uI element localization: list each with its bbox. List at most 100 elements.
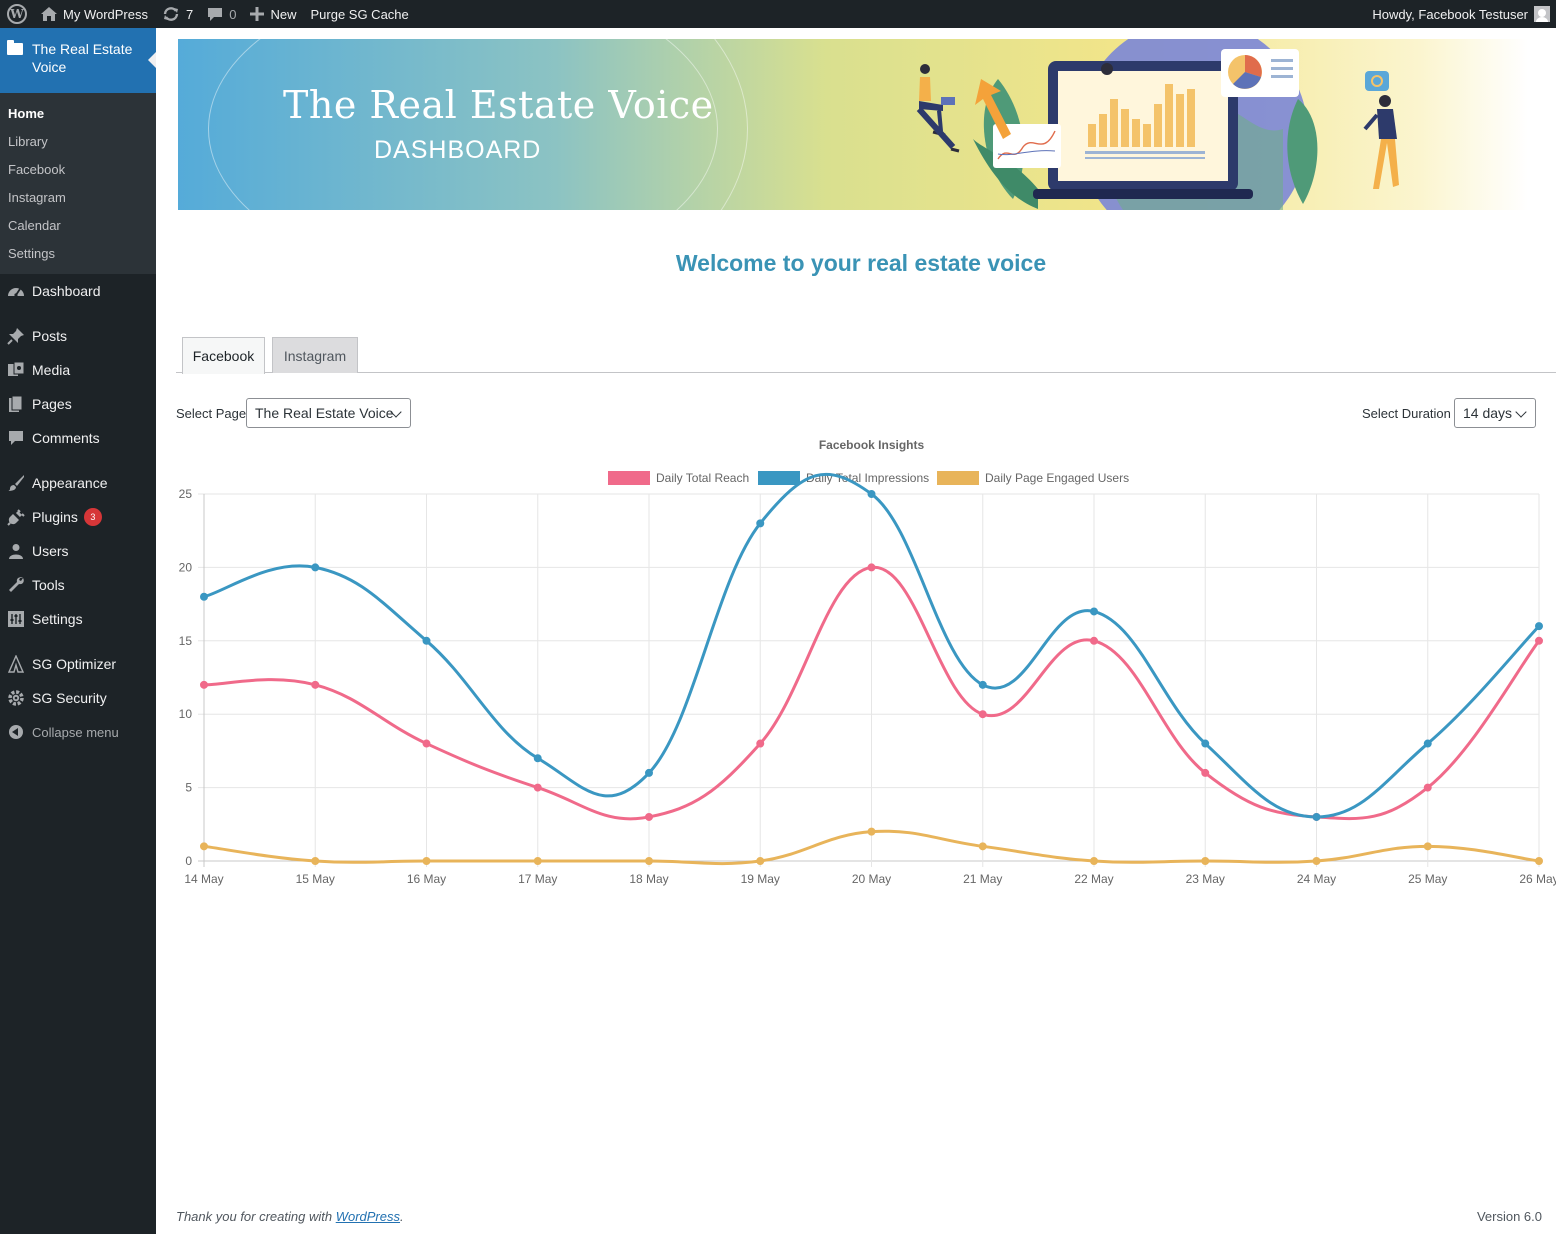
data-point[interactable]: [311, 857, 320, 865]
network-tabs: Facebook Instagram: [176, 337, 1556, 374]
paintbrush-icon: [0, 474, 32, 492]
data-point[interactable]: [756, 857, 765, 865]
banner-illustration: [916, 39, 1399, 210]
updates-link[interactable]: 7: [155, 0, 200, 28]
data-point[interactable]: [1423, 842, 1432, 851]
legend-label[interactable]: Daily Total Reach: [656, 471, 749, 485]
x-tick-label: 24 May: [1297, 872, 1336, 886]
legend-swatch[interactable]: [758, 471, 800, 485]
data-point[interactable]: [1312, 812, 1321, 821]
banner-decor-ring: [178, 39, 748, 210]
chart-legend: Daily Total Reach Daily Total Impressions…: [608, 471, 1129, 485]
data-point[interactable]: [311, 563, 320, 572]
data-point[interactable]: [1201, 857, 1210, 865]
submenu-item-home[interactable]: Home: [8, 106, 45, 121]
data-point[interactable]: [533, 857, 542, 865]
chevron-down-icon: [1515, 406, 1527, 418]
data-point[interactable]: [1423, 739, 1432, 748]
sidebar-item-sg-security[interactable]: SG Security: [0, 681, 156, 715]
data-point[interactable]: [867, 563, 876, 572]
select-page-dropdown[interactable]: The Real Estate Voice: [246, 398, 411, 428]
data-point[interactable]: [978, 680, 987, 689]
y-tick-label: 5: [185, 781, 192, 795]
x-tick-label: 17 May: [518, 872, 557, 886]
data-point[interactable]: [1535, 636, 1543, 645]
sidebar-item-comments[interactable]: Comments: [0, 421, 156, 455]
sidebar-item-tools[interactable]: Tools: [0, 568, 156, 602]
submenu-item-settings[interactable]: Settings: [8, 246, 55, 261]
data-point[interactable]: [1090, 636, 1098, 645]
submenu-item-facebook[interactable]: Facebook: [8, 162, 66, 177]
new-content-link[interactable]: New: [243, 0, 303, 28]
wp-logo-menu[interactable]: W: [0, 0, 34, 28]
sidebar-item-label: Users: [32, 543, 69, 559]
sidebar-item-real-estate-voice[interactable]: The Real Estate Voice: [0, 28, 156, 93]
my-account-link[interactable]: Howdy, Facebook Testuser: [1365, 0, 1556, 28]
data-point[interactable]: [645, 857, 653, 865]
data-point[interactable]: [978, 842, 987, 851]
sidebar-item-label: Comments: [32, 430, 100, 446]
y-tick-label: 0: [185, 854, 192, 868]
data-point[interactable]: [533, 754, 542, 763]
updates-count: 7: [186, 6, 194, 22]
comments-count: 0: [229, 6, 237, 22]
site-name-link[interactable]: My WordPress: [34, 0, 155, 28]
data-point[interactable]: [422, 739, 431, 748]
data-point[interactable]: [311, 680, 320, 689]
sidebar-item-users[interactable]: Users: [0, 534, 156, 568]
chart-x-axis: 14 May 15 May 16 May 17 May 18 May 19 May 20 M…: [184, 872, 1556, 886]
data-point[interactable]: [1090, 857, 1098, 865]
data-point[interactable]: [867, 827, 876, 836]
data-point[interactable]: [422, 857, 431, 865]
data-point[interactable]: [756, 739, 765, 748]
collapse-menu-button[interactable]: Collapse menu: [0, 715, 156, 749]
sidebar-item-label: SG Optimizer: [32, 656, 117, 672]
banner-title: The Real Estate Voice: [283, 83, 714, 127]
comments-link[interactable]: 0: [200, 0, 243, 28]
data-point[interactable]: [1423, 783, 1432, 792]
sidebar-item-plugins[interactable]: Plugins 3: [0, 500, 156, 534]
updates-icon: [163, 7, 179, 21]
submenu-item-calendar[interactable]: Calendar: [8, 218, 61, 233]
sidebar-item-settings[interactable]: Settings: [0, 602, 156, 636]
data-point[interactable]: [1090, 607, 1098, 616]
data-point[interactable]: [1535, 857, 1543, 865]
data-point[interactable]: [533, 783, 542, 792]
data-point[interactable]: [1201, 739, 1210, 748]
menu-separator: [0, 308, 156, 319]
footer-thanks-period: .: [400, 1209, 404, 1224]
sidebar-item-sg-optimizer[interactable]: SG Optimizer: [0, 647, 156, 681]
data-point[interactable]: [645, 768, 653, 777]
sidebar-item-media[interactable]: Media: [0, 353, 156, 387]
select-duration-label: Select Duration: [1362, 406, 1451, 421]
legend-label[interactable]: Daily Page Engaged Users: [985, 471, 1129, 485]
data-point[interactable]: [422, 636, 431, 645]
data-point[interactable]: [1535, 622, 1543, 631]
select-duration-dropdown[interactable]: 14 days: [1454, 398, 1536, 428]
sidebar-item-pages[interactable]: Pages: [0, 387, 156, 421]
sidebar-item-label: SG Security: [32, 690, 107, 706]
data-point[interactable]: [645, 812, 653, 821]
tab-instagram[interactable]: Instagram: [272, 337, 358, 373]
sidebar-item-appearance[interactable]: Appearance: [0, 466, 156, 500]
data-point[interactable]: [978, 710, 987, 719]
data-point[interactable]: [200, 842, 208, 851]
purge-cache-link[interactable]: Purge SG Cache: [303, 0, 415, 28]
data-point[interactable]: [1312, 857, 1321, 865]
data-point[interactable]: [200, 680, 208, 689]
data-point[interactable]: [756, 519, 765, 528]
sidebar-item-posts[interactable]: Posts: [0, 319, 156, 353]
submenu-item-instagram[interactable]: Instagram: [8, 190, 66, 205]
legend-swatch[interactable]: [937, 471, 979, 485]
pages-icon: [0, 395, 32, 413]
tab-facebook[interactable]: Facebook: [182, 337, 265, 374]
data-point[interactable]: [867, 490, 876, 498]
wordpress-link[interactable]: WordPress: [335, 1209, 400, 1224]
submenu-item-library[interactable]: Library: [8, 134, 48, 149]
legend-swatch[interactable]: [608, 471, 650, 485]
x-tick-label: 18 May: [629, 872, 668, 886]
data-point[interactable]: [200, 592, 208, 601]
sidebar-item-label: Pages: [32, 396, 72, 412]
data-point[interactable]: [1201, 768, 1210, 777]
sidebar-item-dashboard[interactable]: Dashboard: [0, 274, 156, 308]
